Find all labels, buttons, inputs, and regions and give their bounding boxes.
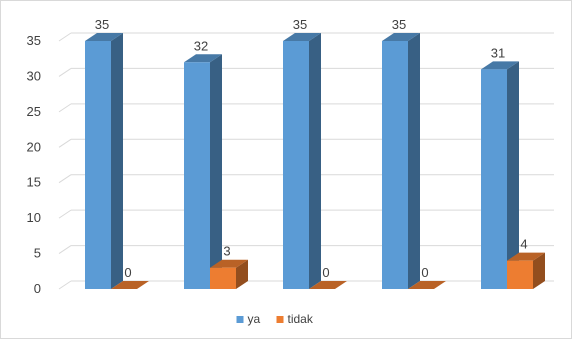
data-label-tidak: 0 [421, 265, 428, 280]
bars [85, 33, 545, 289]
y-tick-label: 5 [34, 246, 41, 261]
legend-swatch [236, 316, 244, 323]
bar-side [533, 252, 545, 289]
bar-ya [184, 54, 222, 289]
data-label-ya: 32 [194, 38, 208, 53]
gridline-side [58, 68, 72, 77]
bar-top [111, 281, 149, 289]
bar-tidak [111, 281, 149, 289]
gridline-side [58, 280, 72, 290]
gridline-side [58, 138, 72, 148]
bar-side [507, 61, 519, 289]
bar-top [382, 33, 420, 41]
data-labels: 35 0 32 3 35 0 35 0 31 4 [95, 17, 528, 280]
data-label-ya: 35 [95, 17, 109, 32]
bar-ya [481, 61, 519, 289]
y-tick-label: 35 [27, 33, 41, 48]
bar-top [481, 61, 519, 70]
bar-top [309, 281, 347, 289]
y-tick-label: 20 [27, 139, 41, 154]
legend-label: ya [248, 312, 261, 326]
bar-top [507, 252, 545, 261]
y-axis: 0 5 10 15 20 25 30 35 [27, 33, 41, 296]
data-label-tidak: 0 [322, 265, 329, 280]
bar-ya [382, 33, 420, 289]
y-tick-label: 0 [34, 281, 41, 296]
bar-top [210, 259, 248, 268]
legend-item-tidak: tidak [276, 312, 314, 326]
legend-item-ya: ya [236, 312, 261, 326]
gridline-side [58, 209, 72, 219]
bar-front [85, 41, 111, 289]
bar-tidak [309, 281, 347, 289]
data-label-ya: 35 [293, 17, 307, 32]
legend: ya tidak [236, 312, 314, 326]
bar-top [408, 281, 446, 289]
bar-top [85, 33, 123, 41]
bar-front [184, 62, 210, 289]
bar-front [507, 260, 533, 289]
bar-tidak [507, 252, 545, 289]
bar-tidak [210, 259, 248, 289]
bar-ya [85, 33, 123, 289]
data-label-ya: 35 [392, 17, 406, 32]
data-label-tidak: 0 [124, 265, 131, 280]
data-label-ya: 31 [491, 45, 505, 60]
data-label-tidak: 4 [520, 237, 527, 252]
bar-top [283, 33, 321, 41]
bar-front [382, 41, 408, 289]
bar-side [210, 54, 222, 289]
y-tick-label: 10 [27, 210, 41, 225]
legend-label: tidak [288, 312, 314, 326]
gridline-side [58, 174, 72, 184]
bar-side [236, 259, 248, 289]
y-tick-label: 25 [27, 104, 41, 119]
data-label-tidak: 3 [223, 244, 230, 259]
y-tick-label: 15 [27, 175, 41, 190]
bar-side [309, 33, 321, 289]
gridline-side [58, 32, 72, 42]
bar-side [408, 33, 420, 289]
bar-front [283, 41, 309, 289]
bar-side [111, 33, 123, 289]
y-tick-label: 30 [27, 68, 41, 83]
bar-front [481, 69, 507, 289]
gridline-side [58, 245, 72, 254]
bar-front [210, 267, 236, 289]
legend-swatch [276, 316, 284, 323]
bar-ya [283, 33, 321, 289]
bar-tidak [408, 281, 446, 289]
bar-top [184, 54, 222, 63]
gridline-side [58, 103, 72, 113]
